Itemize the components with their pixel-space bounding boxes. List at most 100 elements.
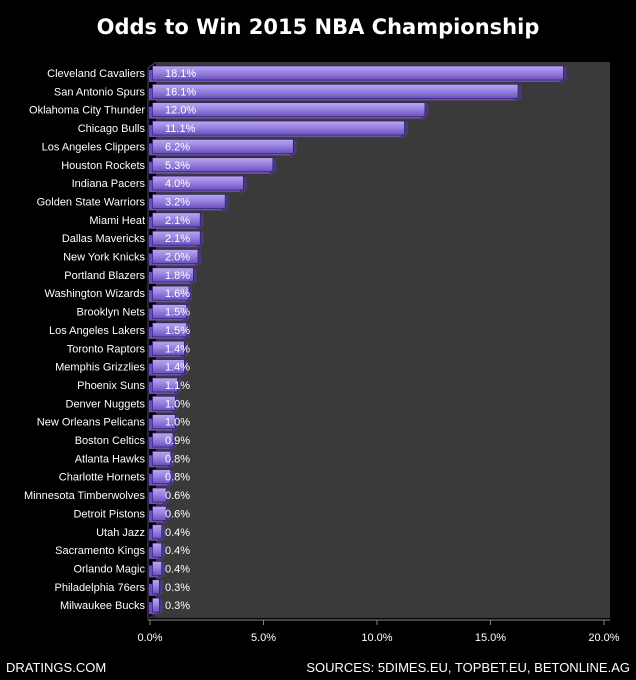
category-label: Golden State Warriors: [37, 196, 146, 208]
plot-left-wall-top: [147, 61, 157, 69]
category-label: Oklahoma City Thunder: [29, 105, 145, 117]
data-label: 1.6%: [165, 288, 190, 300]
plot-area: [147, 61, 610, 620]
category-label: Cleveland Cavaliers: [47, 68, 145, 80]
x-tick-label: 0.0%: [137, 632, 162, 644]
data-labels: 18.1% 16.1% 12.0% 11.1% 6.2% 5.3% 4.0% 3.2% 2.1%…: [165, 68, 196, 612]
category-label: Dallas Mavericks: [62, 233, 146, 245]
bar-top: [152, 120, 405, 136]
data-label: 1.5%: [165, 307, 190, 319]
bar: [149, 487, 170, 507]
footer-left: DRATINGS.COM: [6, 660, 106, 675]
bar-top: [152, 597, 160, 613]
data-label: 1.0%: [165, 417, 190, 429]
data-label: 5.3%: [165, 160, 190, 172]
data-label: 1.1%: [165, 380, 190, 392]
data-label: 0.3%: [165, 600, 190, 612]
bar-top: [152, 194, 226, 209]
category-label: Portland Blazers: [64, 270, 145, 282]
bar-top: [152, 212, 201, 228]
bar-top: [152, 524, 162, 540]
bar: [149, 469, 175, 488]
category-label: Sacramento Kings: [55, 545, 145, 557]
bar: [149, 524, 166, 543]
bar: [149, 340, 188, 360]
bar-top: [152, 451, 171, 466]
footer-right: SOURCES: 5DIMES.EU, TOPBET.EU, BETONLINE…: [306, 660, 630, 675]
bar: [149, 506, 170, 525]
category-label: Houston Rockets: [61, 160, 145, 172]
chart-title: Odds to Win 2015 NBA Championship: [97, 15, 540, 39]
data-label: 4.0%: [165, 178, 190, 190]
category-label: Boston Celtics: [75, 435, 146, 447]
bar: [149, 285, 193, 305]
data-label: 0.4%: [165, 527, 190, 539]
bar-top: [152, 506, 167, 521]
data-label: 0.4%: [165, 563, 190, 575]
bar-top: [152, 469, 171, 485]
category-label: Minnesota Timberwolves: [24, 490, 146, 502]
category-label: Chicago Bulls: [78, 123, 146, 135]
bar-top: [152, 304, 187, 319]
data-label: 0.6%: [165, 508, 190, 520]
bar-top: [152, 249, 199, 264]
bar: [149, 175, 247, 195]
data-label: 3.2%: [165, 196, 190, 208]
bar-top: [152, 377, 178, 393]
category-label: New York Knicks: [63, 252, 145, 264]
category-label: Los Angeles Lakers: [49, 325, 146, 337]
bar: [149, 414, 179, 433]
bar: [149, 65, 567, 84]
category-label: Washington Wizards: [45, 288, 146, 300]
bar: [149, 157, 277, 176]
bar-top: [152, 322, 187, 338]
category-label: Philadelphia 76ers: [54, 582, 145, 594]
x-tick-label: 5.0%: [251, 632, 276, 644]
bar-top: [152, 285, 190, 301]
bar-top: [152, 230, 201, 246]
category-label: Denver Nuggets: [66, 398, 146, 410]
bar-top: [152, 267, 194, 283]
bar: [149, 377, 181, 396]
bar: [149, 561, 166, 580]
bar: [149, 432, 177, 451]
bar-top: [152, 175, 244, 191]
bar-top: [152, 102, 426, 117]
bar-top: [152, 359, 185, 374]
bar: [149, 597, 163, 617]
category-label: Indiana Pacers: [72, 178, 146, 190]
bar: [149, 451, 175, 470]
bar: [149, 102, 429, 121]
bar: [149, 120, 408, 140]
category-label: Los Angeles Clippers: [42, 141, 146, 153]
category-label: Orlando Magic: [73, 563, 145, 575]
bar: [149, 395, 179, 415]
bar: [149, 194, 229, 213]
category-label: Milwaukee Bucks: [60, 600, 145, 612]
data-label: 0.8%: [165, 472, 190, 484]
bar: [149, 212, 204, 231]
data-label: 2.1%: [165, 215, 190, 227]
data-label: 18.1%: [165, 68, 196, 80]
data-label: 16.1%: [165, 86, 196, 98]
bar-top: [152, 65, 564, 81]
category-label: San Antonio Spurs: [54, 86, 146, 98]
footer: DRATINGS.COM SOURCES: 5DIMES.EU, TOPBET.…: [6, 660, 630, 675]
x-tick-label: 20.0%: [588, 632, 619, 644]
x-tick-label: 10.0%: [361, 632, 392, 644]
data-label: 0.6%: [165, 490, 190, 502]
bar-top: [152, 414, 176, 429]
data-label: 1.5%: [165, 325, 190, 337]
bar: [149, 542, 166, 562]
bar: [149, 267, 197, 286]
bar: [149, 249, 202, 268]
data-label: 11.1%: [165, 123, 196, 135]
bar-top: [152, 157, 274, 173]
bar-top: [152, 395, 176, 411]
data-label: 1.8%: [165, 270, 190, 282]
category-label: Utah Jazz: [96, 527, 145, 539]
category-label: Atlanta Hawks: [75, 453, 146, 465]
bar-top: [152, 432, 174, 448]
bar-top: [152, 139, 294, 154]
